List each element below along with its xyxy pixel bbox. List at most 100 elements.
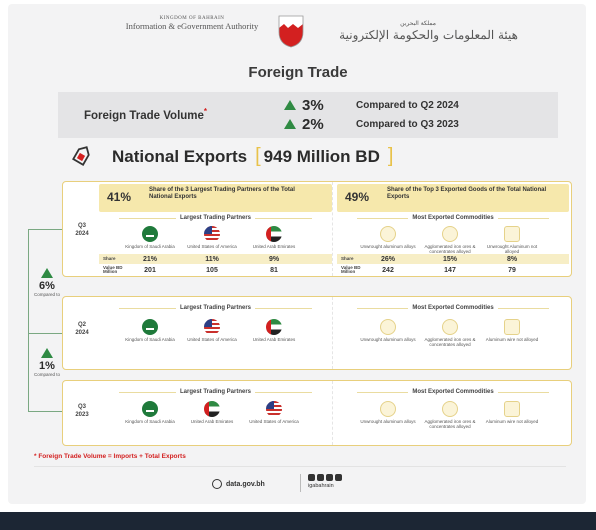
- trade-volume-panel: Foreign Trade Volume* 3% Compared to Q2 …: [58, 92, 558, 138]
- up-arrow-icon: [41, 268, 53, 278]
- partner-item: United Arab Emirates: [245, 319, 303, 342]
- national-exports-value: 949 Million BD: [263, 146, 380, 166]
- website-label: data.gov.bh: [226, 480, 265, 488]
- period-label: Q2 2024: [75, 322, 89, 336]
- partners-subtitle: Largest Trading Partners: [99, 389, 332, 395]
- up-arrow-icon: [284, 100, 296, 110]
- saudi-flag-icon: [142, 226, 158, 242]
- uae-flag-icon: [266, 319, 282, 335]
- aluminum-alloy-icon: [380, 401, 396, 417]
- commodity-item: Agglomerated iron ores & concentrates al…: [421, 319, 479, 347]
- commodity-item: Agglomerated iron ores & concentrates al…: [421, 226, 479, 254]
- comparison-text: Compared to: [30, 292, 64, 297]
- partners-share-header: 41% Share of the 3 Largest Trading Partn…: [99, 184, 332, 212]
- footnote: * Foreign Trade Volume = Imports + Total…: [34, 453, 186, 460]
- aluminum-wire-icon: [504, 401, 520, 417]
- saudi-flag-icon: [142, 401, 158, 417]
- comparison-q3: 1% Compared to: [30, 348, 64, 377]
- aluminum-ingot-icon: [504, 226, 520, 242]
- partner-item: United Arab Emirates: [245, 226, 303, 249]
- aluminum-wire-icon: [504, 319, 520, 335]
- value-row: Value BD Million 242 147 79: [341, 264, 516, 274]
- national-exports-label: National Exports: [112, 146, 248, 166]
- iron-ore-icon: [442, 401, 458, 417]
- kingdom-label: KINGDOM OF BAHRAIN: [159, 16, 225, 21]
- partners-subtitle: Largest Trading Partners: [99, 305, 332, 311]
- timeline-line: [28, 229, 29, 333]
- commodities-share-desc: Share of the Top 3 Exported Goods of the…: [387, 187, 547, 200]
- timeline-tick: [28, 229, 62, 230]
- globe-icon: [212, 479, 222, 489]
- period-label: Q3 2024: [75, 223, 89, 237]
- timeline-tick: [28, 411, 62, 412]
- commodities-subtitle: Most Exported Commodities: [337, 305, 569, 311]
- usa-flag-icon: [204, 319, 220, 335]
- authority-label: Information & eGovernment Authority: [125, 21, 259, 31]
- youtube-icon[interactable]: [335, 474, 342, 481]
- period-block-q2-2024: Q2 2024 Largest Trading Partners Kingdom …: [62, 296, 572, 370]
- timeline-line: [28, 333, 29, 411]
- volume-row-q3: 2% Compared to Q3 2023: [284, 115, 459, 133]
- bahrain-emblem-icon: [278, 15, 304, 48]
- value-row: Value BD Million 201 105 81: [103, 264, 278, 274]
- website-link[interactable]: data.gov.bh: [212, 479, 265, 489]
- x-icon[interactable]: [317, 474, 324, 481]
- comparison-text: Compared to: [30, 372, 64, 377]
- period-block-q3-2024: Q3 2024 41% Share of the 3 Largest Tradin…: [62, 181, 572, 277]
- partner-item: United States of America: [245, 401, 303, 424]
- partner-item: United States of America: [183, 319, 241, 342]
- partner-item: United Arab Emirates: [183, 401, 241, 424]
- comparison-pct: 1%: [30, 360, 64, 372]
- footer-band: [0, 512, 596, 530]
- partners-section: Largest Trading Partners Kingdom of Saud…: [99, 297, 333, 369]
- partner-item: Kingdom of Saudi Arabia: [121, 226, 179, 249]
- share-row: Share 26% 15% 8%: [337, 254, 569, 264]
- comparison-pct: 6%: [30, 280, 64, 292]
- volume-row-q2: 3% Compared to Q2 2024: [284, 97, 459, 114]
- authority-label-ar: هيئة المعلومات والحكومة الإلكترونية: [339, 28, 518, 42]
- uae-flag-icon: [204, 401, 220, 417]
- commodity-item: Unwrought aluminum alloys: [359, 226, 417, 249]
- social-handle: igabahrain: [308, 483, 334, 489]
- footer-separator: [300, 474, 301, 492]
- social-links[interactable]: igabahrain: [308, 474, 378, 489]
- saudi-flag-icon: [142, 319, 158, 335]
- partner-item: Kingdom of Saudi Arabia: [121, 319, 179, 342]
- commodities-share-pct: 49%: [345, 190, 370, 204]
- instagram-icon[interactable]: [308, 474, 315, 481]
- usa-flag-icon: [266, 401, 282, 417]
- bracket-close: ]: [387, 145, 394, 167]
- volume-compare: Compared to Q3 2023: [356, 118, 459, 130]
- trade-volume-label: Foreign Trade Volume*: [84, 107, 208, 122]
- partners-section: Largest Trading Partners Kingdom of Saud…: [99, 381, 333, 445]
- partners-share-pct: 41%: [107, 190, 132, 204]
- aluminum-alloy-icon: [380, 226, 396, 242]
- up-arrow-icon: [41, 348, 53, 358]
- facebook-icon[interactable]: [326, 474, 333, 481]
- page-title: Foreign Trade: [248, 64, 348, 81]
- commodities-section: 49% Share of the Top 3 Exported Goods of…: [337, 182, 569, 276]
- aluminum-alloy-icon: [380, 319, 396, 335]
- authority-name-en: KINGDOM OF BAHRAIN Information & eGovern…: [112, 16, 272, 31]
- period-label: Q3 2023: [75, 404, 89, 418]
- partners-section: 41% Share of the 3 Largest Trading Partn…: [99, 182, 333, 276]
- national-exports-heading: National Exports [ 949 Million BD ]: [70, 145, 396, 168]
- iron-ore-icon: [442, 319, 458, 335]
- partner-item: United States of America: [183, 226, 241, 249]
- partner-item: Kingdom of Saudi Arabia: [121, 401, 179, 424]
- timeline-tick: [28, 333, 62, 334]
- price-tag-icon: [72, 145, 90, 166]
- up-arrow-icon: [284, 119, 296, 129]
- commodity-item: Aluminum wire not alloyed: [483, 401, 541, 424]
- volume-pct: 2%: [302, 115, 324, 133]
- footer-divider: [34, 466, 566, 467]
- partners-subtitle: Largest Trading Partners: [99, 215, 332, 221]
- iron-ore-icon: [442, 226, 458, 242]
- share-row: Share 21% 11% 9%: [99, 254, 332, 264]
- commodities-section: Most Exported Commodities Unwrought alum…: [337, 297, 569, 369]
- authority-name-ar: مملكة البحرين هيئة المعلومات والحكومة ال…: [318, 20, 518, 42]
- usa-flag-icon: [204, 226, 220, 242]
- commodity-item: Unwrought aluminum alloys: [359, 401, 417, 424]
- partners-share-desc: Share of the 3 Largest Trading Partners …: [149, 187, 295, 200]
